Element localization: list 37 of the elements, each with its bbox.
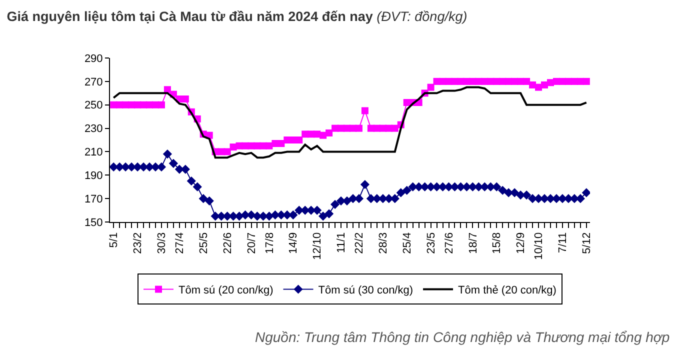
x-tick-label: 12/10 — [312, 232, 324, 260]
x-tick-label: 25/5 — [198, 232, 210, 254]
x-tick-label: 15/8 — [491, 232, 504, 254]
x-tick-label: 30/3 — [156, 232, 168, 254]
y-tick-label: 170 — [84, 193, 103, 206]
x-tick-label: 5/1 — [108, 232, 120, 248]
x-tick-label: 25/4 — [401, 232, 414, 254]
x-tick-label: 5/12 — [580, 232, 593, 254]
x-tick-label: 22/2 — [354, 232, 366, 254]
y-tick-label: 150 — [84, 216, 103, 229]
text: Nguồn: Trung tâm Thông tin Công nghiệp và Thương mại tổng hợp — [255, 329, 670, 345]
x-tick-label: 27/6 — [443, 232, 456, 254]
legend-label: Tôm thẻ (20 con/kg) — [458, 284, 556, 297]
chart-subtitle: (ĐVT: đồng/kg) — [376, 8, 468, 24]
x-tick-label: 27/4 — [174, 232, 186, 254]
x-tick-label: 20/7 — [246, 232, 258, 254]
y-tick-label: 210 — [84, 146, 103, 159]
x-tick-label: 22/6 — [222, 232, 234, 254]
legend-label: Tôm sú (20 con/kg) — [178, 284, 274, 297]
x-tick-label: 10/10 — [533, 232, 546, 260]
x-tick-label: 14/9 — [288, 232, 300, 254]
y-tick-label: 230 — [84, 123, 103, 136]
x-tick-label: 18/7 — [467, 232, 480, 254]
y-tick-label: 290 — [84, 52, 103, 65]
x-tick-label: 7/11 — [557, 232, 570, 253]
y-tick-label: 270 — [84, 76, 103, 88]
x-tick-label: 17/8 — [264, 232, 276, 254]
x-tick-label: 23/5 — [425, 232, 438, 254]
x-tick-label: 23/2 — [132, 232, 144, 254]
line-series — [112, 86, 588, 159]
y-tick-label: 250 — [84, 100, 103, 112]
x-tick-label: 28/3 — [377, 232, 390, 254]
y-tick-label: 190 — [84, 170, 103, 182]
x-tick-label: 11/1 — [336, 232, 348, 253]
x-tick-label: 12/9 — [515, 232, 528, 254]
chart-title: Giá nguyên liệu tôm tại Cà Mau từ đầu năm 2024 đến nay — [6, 8, 374, 24]
legend-label: Tôm sú (30 con/kg) — [318, 284, 414, 297]
